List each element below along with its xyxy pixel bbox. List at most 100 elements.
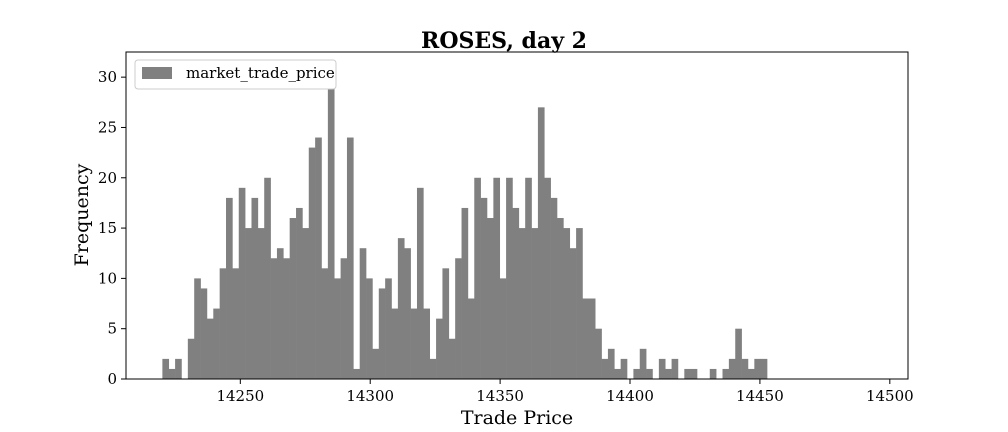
histogram-bar: [684, 368, 691, 379]
histogram-bar: [576, 228, 583, 379]
histogram-bar: [620, 358, 628, 379]
histogram-bar: [563, 228, 571, 379]
histogram-bar: [467, 298, 475, 379]
x-axis-ticks: 14250 14300 14350 14400 14450 14500: [216, 379, 914, 405]
histogram-bar: [595, 328, 602, 379]
histogram-bar: [232, 268, 240, 379]
histogram-bar: [429, 358, 437, 379]
histogram-bar: [588, 298, 596, 379]
histogram-bar: [251, 197, 259, 379]
y-tick-label: 5: [107, 320, 117, 338]
histogram-bar: [308, 147, 316, 379]
histogram-bar: [334, 278, 341, 379]
histogram-bar: [633, 368, 641, 379]
histogram-bar: [194, 278, 201, 379]
x-tick-label: 14250: [216, 387, 264, 405]
y-tick-label: 20: [98, 169, 117, 187]
y-tick-label: 30: [98, 68, 117, 86]
histogram-bar: [493, 177, 501, 379]
histogram-bar: [162, 358, 170, 379]
histogram-bar: [264, 177, 271, 379]
x-axis-label: Trade Price: [461, 407, 573, 429]
histogram-bar: [219, 268, 227, 379]
histogram-bar: [302, 228, 310, 379]
histogram-bar: [607, 348, 615, 379]
histogram-bar: [499, 278, 507, 379]
histogram-bar: [436, 318, 443, 379]
histogram-bar: [709, 368, 717, 379]
histogram-bar: [296, 207, 303, 379]
histogram-bar: [340, 258, 348, 379]
histogram-bar: [537, 107, 545, 379]
histogram-bar: [359, 248, 367, 379]
histogram-bar: [658, 358, 666, 379]
histogram-bar: [327, 67, 335, 379]
x-tick-label: 14300: [346, 387, 394, 405]
histogram-bar: [416, 187, 424, 379]
histogram-bar: [276, 248, 284, 379]
histogram-bar: [321, 268, 329, 379]
histogram-bar: [391, 308, 399, 379]
histogram-bar: [747, 368, 755, 379]
y-tick-label: 25: [98, 118, 117, 136]
legend-swatch: [142, 67, 172, 79]
histogram-bar: [245, 228, 252, 379]
histogram-bar: [474, 177, 481, 379]
histogram-bar: [238, 187, 246, 379]
histogram-bar: [448, 338, 456, 379]
histogram-bar: [175, 358, 182, 379]
histogram-bar: [206, 318, 214, 379]
histogram-bar: [518, 228, 526, 379]
histogram-bar: [690, 368, 698, 379]
legend: market_trade_price: [134, 59, 337, 90]
histogram-bar: [410, 308, 418, 379]
legend-entry-market-trade-price: market_trade_price: [186, 64, 335, 82]
histogram-bar: [728, 358, 736, 379]
bars-layer: [162, 67, 768, 379]
histogram-bar: [226, 197, 233, 379]
histogram-bar: [480, 197, 488, 379]
histogram-bar: [760, 358, 768, 379]
histogram-bar: [525, 177, 532, 379]
legend-box: [134, 59, 337, 90]
histogram-bar: [671, 358, 679, 379]
x-tick-label: 14350: [476, 387, 524, 405]
histogram-bar: [423, 308, 431, 379]
histogram-bar: [372, 348, 380, 379]
histogram-bar: [639, 348, 647, 379]
histogram-bar: [512, 207, 520, 379]
histogram-bar: [582, 298, 590, 379]
histogram-bar: [735, 328, 742, 379]
histogram-bar: [385, 278, 392, 379]
histogram-bar: [557, 218, 564, 379]
histogram-bar: [614, 368, 621, 379]
histogram-bar: [257, 228, 265, 379]
histogram-bar: [346, 137, 354, 379]
histogram-bar: [404, 248, 411, 379]
histogram-bar: [270, 258, 278, 379]
y-tick-label: 15: [98, 219, 117, 237]
y-tick-label: 10: [98, 269, 117, 287]
histogram-bar: [531, 228, 539, 379]
histogram-bar: [353, 368, 360, 379]
histogram-bar: [283, 258, 290, 379]
histogram-bar: [601, 358, 609, 379]
x-tick-label: 14450: [736, 387, 784, 405]
x-tick-label: 14500: [866, 387, 914, 405]
plot-frame: [125, 51, 909, 380]
histogram-bar: [665, 368, 672, 379]
histogram-bar: [646, 368, 653, 379]
chart-title: ROSES, day 2: [421, 28, 587, 54]
histogram-bar: [461, 207, 469, 379]
histogram-bar: [486, 218, 494, 379]
histogram-bar: [741, 358, 749, 379]
histogram-bar: [315, 137, 322, 379]
histogram-bar: [455, 258, 462, 379]
histogram-bar: [544, 177, 551, 379]
x-tick-label: 14400: [606, 387, 654, 405]
histogram-bar: [569, 248, 577, 379]
histogram-bar: [442, 268, 450, 379]
y-axis-label: Frequency: [71, 163, 93, 266]
histogram-bar: [506, 177, 513, 379]
